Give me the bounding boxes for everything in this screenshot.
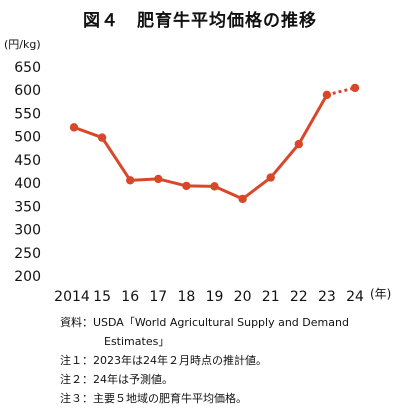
x-tick-label: 19 — [206, 289, 224, 305]
note-1: 注１：2023年は24年２月時点の推計値。 — [60, 354, 267, 367]
y-tick-label: 200 — [14, 269, 41, 285]
x-axis-unit: (年) — [370, 287, 392, 301]
data-point — [238, 194, 247, 204]
y-tick-label: 250 — [14, 246, 41, 262]
x-tick-label: 20 — [234, 289, 252, 305]
data-point — [154, 174, 163, 184]
y-tick-label: 450 — [14, 153, 41, 169]
x-tick-labels: 2014 15 16 17 18 19 20 21 22 23 24 — [54, 289, 364, 305]
note-2: 注２：24年は予測値。 — [60, 373, 173, 386]
x-tick-label: 21 — [262, 289, 280, 305]
note-source-cont: Estimates」 — [104, 335, 170, 348]
y-tick-label: 350 — [14, 199, 41, 215]
y-tick-labels: 650 600 550 500 450 400 350 300 250 200 — [14, 60, 41, 285]
chart-title: 図４ 肥育牛平均価格の推移 — [83, 11, 317, 31]
data-point — [97, 133, 107, 142]
series-line-solid — [73, 94, 329, 201]
y-tick-label: 300 — [14, 223, 41, 239]
y-tick-label: 550 — [14, 106, 41, 122]
note-3: 注３：主要５地域の肥育牛平均価格。 — [60, 392, 247, 405]
series-markers — [69, 83, 360, 204]
x-tick-label: 24 — [346, 289, 364, 305]
y-tick-label: 400 — [14, 176, 41, 192]
data-point — [210, 182, 219, 191]
x-tick-label: 16 — [121, 289, 139, 305]
data-point — [69, 123, 79, 132]
series-line-forecast — [326, 86, 356, 97]
data-point — [294, 139, 303, 149]
source-notes: 資料：USDA「World Agricultural Supply and De… — [60, 313, 349, 408]
y-tick-label: 600 — [14, 83, 41, 99]
y-axis-unit: (円/kg) — [4, 38, 41, 51]
x-tick-label: 15 — [93, 289, 111, 305]
y-tick-label: 500 — [14, 130, 41, 146]
x-tick-label: 23 — [318, 289, 336, 305]
x-tick-label: 18 — [177, 289, 195, 305]
series-line — [73, 86, 356, 201]
y-tick-label: 650 — [14, 60, 41, 76]
x-tick-label: 22 — [290, 289, 308, 305]
data-point — [350, 83, 360, 93]
data-point — [266, 173, 275, 182]
data-point — [182, 181, 191, 191]
x-tick-label: 17 — [149, 289, 167, 305]
data-point — [322, 90, 332, 100]
x-tick-label: 2014 — [54, 289, 90, 305]
data-point — [126, 176, 135, 185]
note-source: 資料：USDA「World Agricultural Supply and De… — [60, 316, 349, 329]
